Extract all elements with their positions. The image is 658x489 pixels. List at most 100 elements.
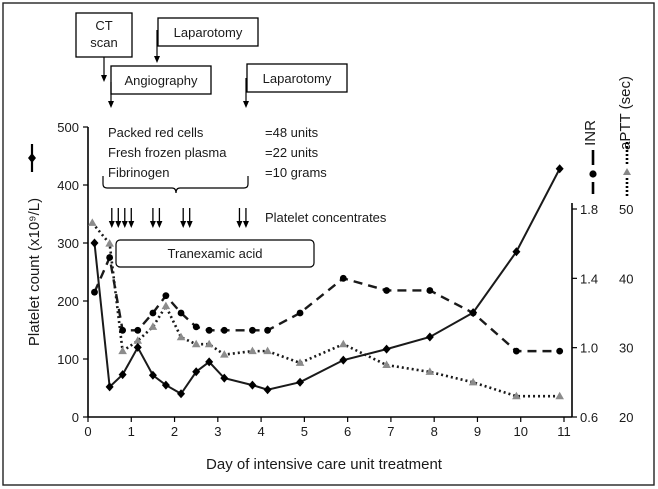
x-axis-title: Day of intensive care unit treatment [206, 456, 443, 473]
laparotomy-box-1: Laparotomy [157, 17, 259, 47]
legend-inr-glyph [589, 150, 597, 194]
legend-aptt-glyph [623, 142, 631, 196]
aptt-axis-ticks: 20 30 40 50 [619, 202, 633, 425]
inr-point [162, 292, 170, 300]
aptt-point [148, 322, 158, 330]
y-left-tick-label: 500 [57, 120, 79, 135]
x-tick-label: 5 [301, 424, 308, 439]
angiography-label: Angiography [125, 73, 198, 88]
y-left-ticks: 0 100 200 300 400 500 [57, 120, 88, 425]
x-tick-label: 0 [84, 424, 91, 439]
platelet-concentrate-arrowhead [128, 221, 135, 228]
y-left-tick-label: 400 [57, 178, 79, 193]
platelet-concentrate-arrowhead [108, 221, 115, 228]
platelet-point [161, 380, 170, 390]
platelet-concentrate-arrowhead [180, 221, 187, 228]
ct-scan-label-line2: scan [90, 35, 117, 50]
inr-point [106, 254, 114, 261]
y-left-tick-label: 100 [57, 352, 79, 367]
aptt-point [118, 346, 127, 355]
aptt-point [263, 346, 272, 355]
blood-product-name-1: Packed red cells [108, 125, 204, 140]
inr-tick-label: 1.8 [580, 202, 598, 217]
aptt-point [88, 218, 97, 226]
y-left-tick-label: 300 [57, 236, 79, 251]
inr-axis-title: INR [582, 120, 599, 146]
x-tick-label: 11 [557, 424, 571, 439]
inr-axis-ticks: 0.6 1.0 1.4 1.8 [572, 202, 598, 425]
platelet-concentrate-arrowhead [156, 221, 163, 228]
platelet-point [425, 332, 434, 342]
blood-products-brace [102, 176, 249, 194]
inr-point [264, 326, 271, 334]
platelet-point [296, 377, 305, 387]
platelet-concentrate-arrows [108, 208, 249, 228]
aptt-point [512, 391, 521, 400]
aptt-point [105, 239, 114, 247]
blood-product-amount-2: =22 units [265, 145, 319, 160]
platelet-concentrate-arrowhead [186, 221, 193, 228]
platelet-point [339, 355, 348, 365]
platelet-point [148, 370, 157, 380]
angiography-arrowhead [108, 101, 114, 108]
ct-scan-label-line1: CT [95, 18, 112, 33]
legend-platelet-glyph [28, 144, 36, 172]
platelet-point [220, 373, 229, 383]
x-tick-label: 6 [344, 424, 351, 439]
inr-point [296, 309, 304, 317]
aptt-tick-label: 50 [619, 202, 633, 217]
platelet-point [512, 247, 521, 257]
inr-point [220, 326, 228, 334]
plot-axes [87, 127, 573, 418]
aptt-point [468, 377, 478, 386]
platelet-point [177, 389, 186, 399]
angiography-box: Angiography [110, 65, 212, 95]
laparotomy-box-2: Laparotomy [246, 63, 348, 93]
inr-point [177, 309, 185, 317]
x-tick-label: 4 [257, 424, 264, 439]
y-left-axis-title: Platelet count (x10⁹/L) [26, 198, 43, 346]
inr-point [119, 326, 127, 334]
blood-product-name-3: Fibrinogen [108, 165, 169, 180]
platelet-point [382, 344, 391, 354]
platelet-point [90, 238, 99, 248]
aptt-point [295, 358, 305, 366]
inr-point [339, 274, 347, 282]
series-layer [88, 164, 564, 400]
inr-point [91, 288, 98, 296]
aptt-point [220, 350, 229, 358]
inr-point [513, 347, 520, 355]
tranexamic-acid-label: Tranexamic acid [168, 246, 263, 261]
inr-point [205, 326, 213, 334]
laparotomy-1-arrowhead [154, 56, 160, 63]
blood-product-name-2: Fresh frozen plasma [108, 145, 227, 160]
platelet-point [555, 164, 564, 174]
x-tick-label: 1 [128, 424, 135, 439]
inr-point [426, 287, 434, 294]
aptt-point [425, 367, 435, 375]
tranexamic-acid-box: Tranexamic acid [115, 239, 315, 268]
blood-product-amount-3: =10 grams [265, 165, 327, 180]
platelet-point [469, 308, 478, 318]
y-left-tick-label: 200 [57, 294, 79, 309]
aptt-axis-title: aPTT (sec) [617, 76, 634, 150]
platelet-concentrate-arrowhead [115, 221, 122, 228]
aptt-tick-label: 40 [619, 271, 633, 286]
platelet-point [205, 357, 214, 367]
platelet-point [105, 382, 114, 392]
x-tick-label: 2 [171, 424, 178, 439]
platelet-point [118, 370, 127, 380]
platelet-concentrate-arrowhead [149, 221, 156, 228]
ct-scan-box: CT scan [75, 12, 133, 58]
x-tick-label: 7 [387, 424, 394, 439]
laparotomy-label-1: Laparotomy [174, 25, 243, 40]
aptt-tick-label: 20 [619, 410, 633, 425]
inr-tick-label: 1.0 [580, 341, 598, 356]
aptt-point [161, 301, 171, 310]
inr-series-line [93, 253, 560, 353]
blood-products-list: Packed red cells =48 units Fresh frozen … [102, 125, 327, 194]
ct-scan-arrowhead [101, 75, 107, 82]
aptt-point [176, 332, 186, 341]
platelet-point [248, 380, 257, 390]
